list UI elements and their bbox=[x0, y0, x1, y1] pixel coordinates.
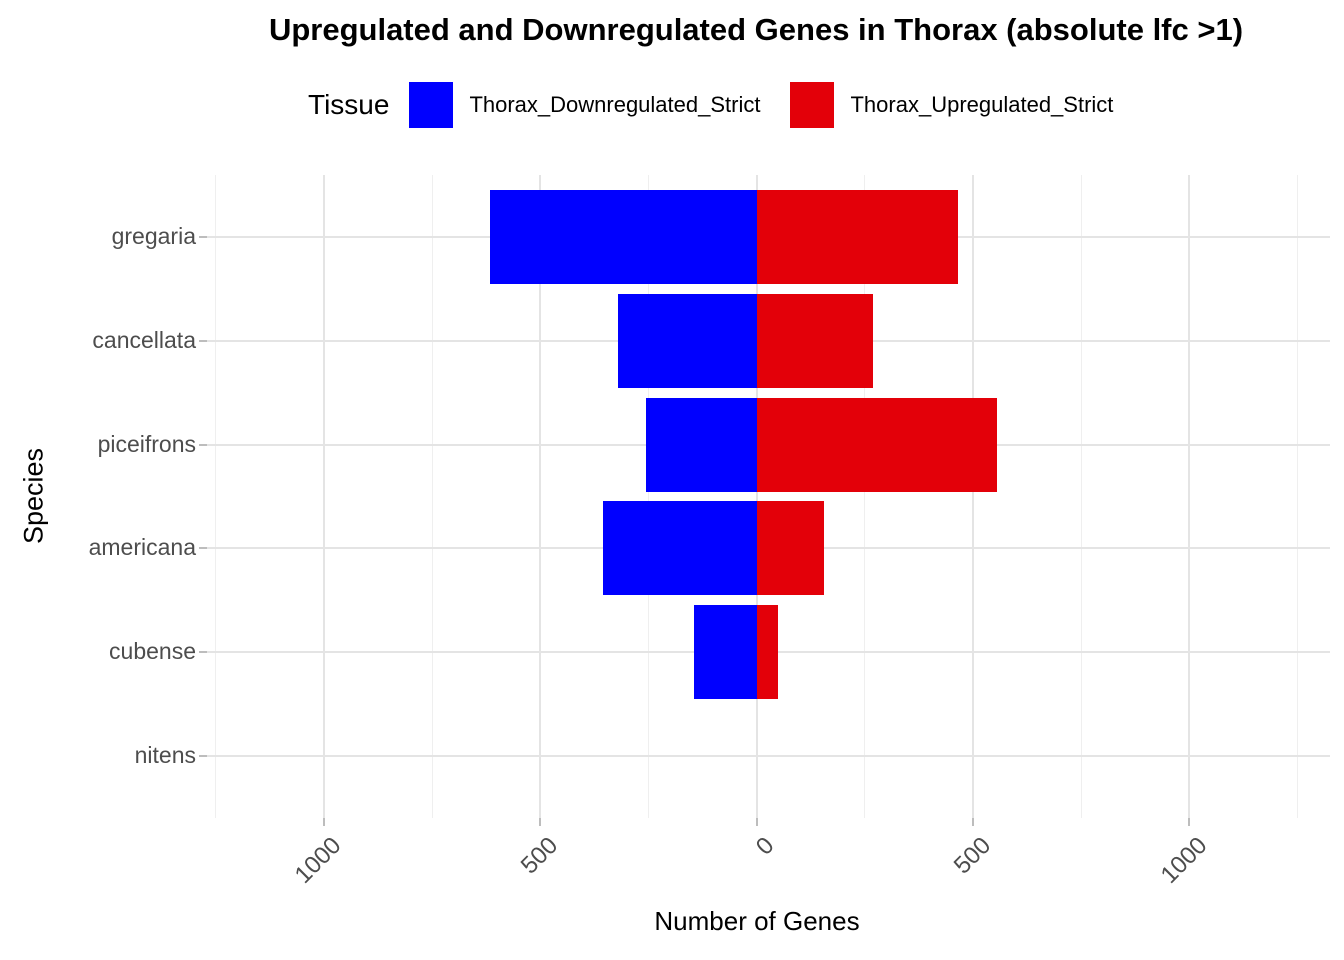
legend-item-upregulated: Thorax_Upregulated_Strict bbox=[790, 82, 1113, 128]
x-axis-title: Number of Genes bbox=[654, 906, 860, 936]
x-tick-mark bbox=[1188, 818, 1191, 826]
legend-item-downregulated: Thorax_Downregulated_Strict bbox=[409, 82, 760, 128]
bar-gregaria-down bbox=[490, 190, 757, 284]
legend-title: Tissue bbox=[308, 89, 390, 120]
bar-americana-down bbox=[602, 501, 757, 596]
legend: Tissue Thorax_Downregulated_Strict Thora… bbox=[308, 80, 1143, 130]
y-tick-label-cancellata: cancellata bbox=[92, 326, 196, 353]
y-tick-label-gregaria: gregaria bbox=[111, 223, 196, 249]
y-tick-mark bbox=[199, 443, 207, 446]
bar-piceifrons-up bbox=[756, 397, 997, 492]
x-tick-mark bbox=[971, 818, 974, 826]
legend-label-downregulated: Thorax_Downregulated_Strict bbox=[469, 92, 761, 117]
y-tick-label-cubense: cubense bbox=[109, 638, 196, 665]
y-major-gridline bbox=[207, 755, 1330, 757]
bar-americana-up bbox=[756, 501, 824, 596]
bar-cancellata-up bbox=[756, 293, 874, 388]
x-tick-label: 500 bbox=[515, 832, 564, 880]
x-minor-gridline bbox=[1080, 175, 1082, 818]
y-tick-mark bbox=[199, 339, 207, 342]
x-major-gridline bbox=[755, 175, 758, 818]
y-tick-label-piceifrons: piceifrons bbox=[97, 430, 196, 457]
x-tick-mark bbox=[322, 818, 325, 826]
bar-gregaria-up bbox=[756, 190, 958, 284]
bar-cubense-up bbox=[756, 605, 779, 700]
x-minor-gridline bbox=[1297, 175, 1299, 818]
x-tick-label: 500 bbox=[948, 832, 997, 880]
x-minor-gridline bbox=[647, 175, 649, 818]
x-minor-gridline bbox=[431, 175, 433, 818]
y-tick-label-nitens: nitens bbox=[134, 742, 196, 768]
x-major-gridline bbox=[322, 175, 325, 818]
x-major-gridline bbox=[1188, 175, 1191, 818]
y-tick-mark bbox=[199, 547, 207, 550]
bar-cubense-down bbox=[693, 605, 757, 700]
legend-label-upregulated: Thorax_Upregulated_Strict bbox=[850, 92, 1114, 117]
x-tick-mark bbox=[755, 818, 758, 826]
y-tick-label-americana: americana bbox=[88, 534, 196, 561]
y-tick-mark bbox=[199, 651, 207, 654]
x-tick-mark bbox=[539, 818, 542, 826]
x-major-gridline bbox=[539, 175, 542, 818]
y-tick-mark bbox=[199, 236, 207, 238]
x-minor-gridline bbox=[864, 175, 866, 818]
legend-key-swatch-red bbox=[790, 82, 835, 128]
y-axis-title: Species bbox=[18, 447, 49, 545]
legend-key-swatch-blue bbox=[409, 82, 454, 128]
y-tick-mark bbox=[199, 755, 207, 757]
bar-cancellata-down bbox=[618, 293, 757, 388]
plot-panel bbox=[207, 175, 1330, 818]
chart-title: Upregulated and Downregulated Genes in T… bbox=[268, 12, 1244, 47]
x-major-gridline bbox=[971, 175, 974, 818]
x-tick-label: 1000 bbox=[290, 832, 347, 889]
x-tick-label: 1000 bbox=[1155, 832, 1213, 889]
x-tick-label: 0 bbox=[751, 832, 780, 861]
x-minor-gridline bbox=[215, 175, 217, 818]
bar-piceifrons-down bbox=[646, 397, 757, 492]
